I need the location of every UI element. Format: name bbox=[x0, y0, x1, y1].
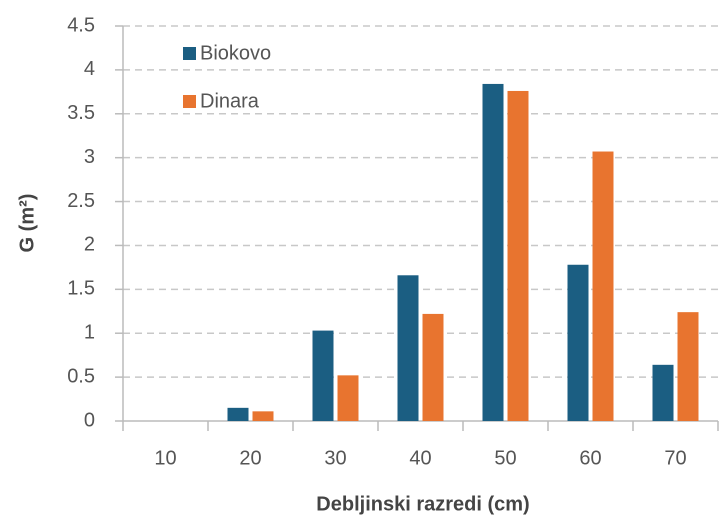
bar bbox=[652, 364, 674, 421]
y-tick-label: 0 bbox=[84, 409, 95, 431]
bar bbox=[567, 264, 589, 421]
y-tick-label: 2.5 bbox=[67, 190, 95, 212]
bar bbox=[507, 90, 529, 421]
x-tick-label: 50 bbox=[494, 447, 516, 469]
x-axis-title: Debljinski razredi (cm) bbox=[316, 493, 529, 515]
bar bbox=[312, 330, 334, 421]
x-tick-label: 30 bbox=[324, 447, 346, 469]
legend-swatch bbox=[183, 47, 196, 60]
x-tick-label: 20 bbox=[239, 447, 261, 469]
y-tick-label: 4 bbox=[84, 58, 95, 80]
bar bbox=[337, 375, 359, 421]
y-tick-label: 3.5 bbox=[67, 102, 95, 124]
x-tick-label: 70 bbox=[664, 447, 686, 469]
y-tick-label: 1.5 bbox=[67, 278, 95, 300]
y-tick-label: 2 bbox=[84, 234, 95, 256]
bar bbox=[592, 151, 614, 421]
legend-swatch bbox=[183, 95, 196, 108]
bar bbox=[422, 313, 444, 421]
y-axis-title: G (m²) bbox=[16, 194, 38, 253]
bar bbox=[227, 407, 249, 421]
x-tick-label: 40 bbox=[409, 447, 431, 469]
x-tick-label: 10 bbox=[154, 447, 176, 469]
bar bbox=[252, 411, 274, 421]
bar bbox=[482, 83, 504, 421]
legend-label: Dinara bbox=[200, 90, 260, 112]
y-tick-label: 0.5 bbox=[67, 365, 95, 387]
x-tick-label: 60 bbox=[579, 447, 601, 469]
bar bbox=[677, 312, 699, 421]
legend-label: Biokovo bbox=[200, 42, 271, 64]
y-tick-label: 3 bbox=[84, 146, 95, 168]
y-tick-label: 1 bbox=[84, 322, 95, 344]
y-tick-label: 4.5 bbox=[67, 14, 95, 36]
bar bbox=[397, 275, 419, 421]
